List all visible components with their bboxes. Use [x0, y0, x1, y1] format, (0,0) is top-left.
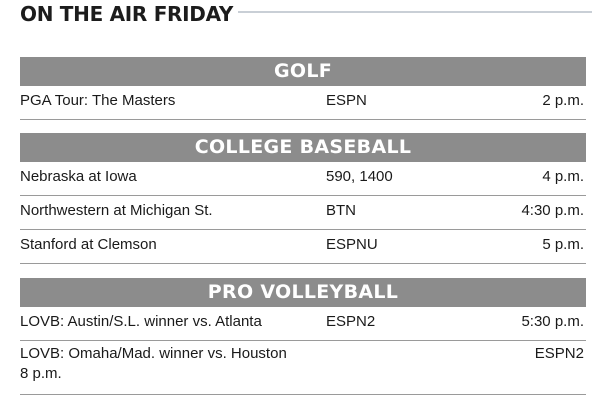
- air-time: 2 p.m.: [542, 92, 584, 109]
- air-time: 4 p.m.: [542, 168, 584, 185]
- channel: BTN: [326, 202, 356, 219]
- channel: 590, 1400: [326, 168, 393, 185]
- event-name: LOVB: Austin/S.L. winner vs. Atlanta: [20, 313, 262, 330]
- channel: ESPN2: [326, 313, 376, 330]
- channel: ESPN2: [534, 345, 584, 362]
- event-name: Nebraska at Iowa: [20, 168, 137, 185]
- air-time: 5 p.m.: [542, 236, 584, 253]
- air-time: 8 p.m.: [20, 365, 62, 382]
- table-row: Nebraska at Iowa 590, 1400 4 p.m.: [20, 162, 586, 196]
- channel: ESPN: [326, 92, 367, 109]
- section-header-college-baseball: COLLEGE BASEBALL: [20, 133, 586, 162]
- channel: ESPNU: [326, 236, 378, 253]
- section-header-golf: GOLF: [20, 57, 586, 86]
- table-row: Northwestern at Michigan St. BTN 4:30 p.…: [20, 196, 586, 230]
- air-time: 5:30 p.m.: [521, 313, 584, 330]
- title-rule: [238, 11, 592, 13]
- air-time: 4:30 p.m.: [521, 202, 584, 219]
- table-row: LOVB: Austin/S.L. winner vs. Atlanta ESP…: [20, 307, 586, 341]
- event-name: PGA Tour: The Masters: [20, 92, 176, 109]
- table-row: PGA Tour: The Masters ESPN 2 p.m.: [20, 86, 586, 120]
- table-row: Stanford at Clemson ESPNU 5 p.m.: [20, 230, 586, 264]
- event-name: LOVB: Omaha/Mad. winner vs. Houston: [20, 345, 287, 362]
- page-title: ON THE AIR FRIDAY: [20, 2, 234, 26]
- event-name: Stanford at Clemson: [20, 236, 157, 253]
- section-header-pro-volleyball: PRO VOLLEYBALL: [20, 278, 586, 307]
- event-name: Northwestern at Michigan St.: [20, 202, 213, 219]
- title-bar: ON THE AIR FRIDAY: [0, 0, 592, 30]
- table-row: LOVB: Omaha/Mad. winner vs. Houston ESPN…: [20, 341, 586, 395]
